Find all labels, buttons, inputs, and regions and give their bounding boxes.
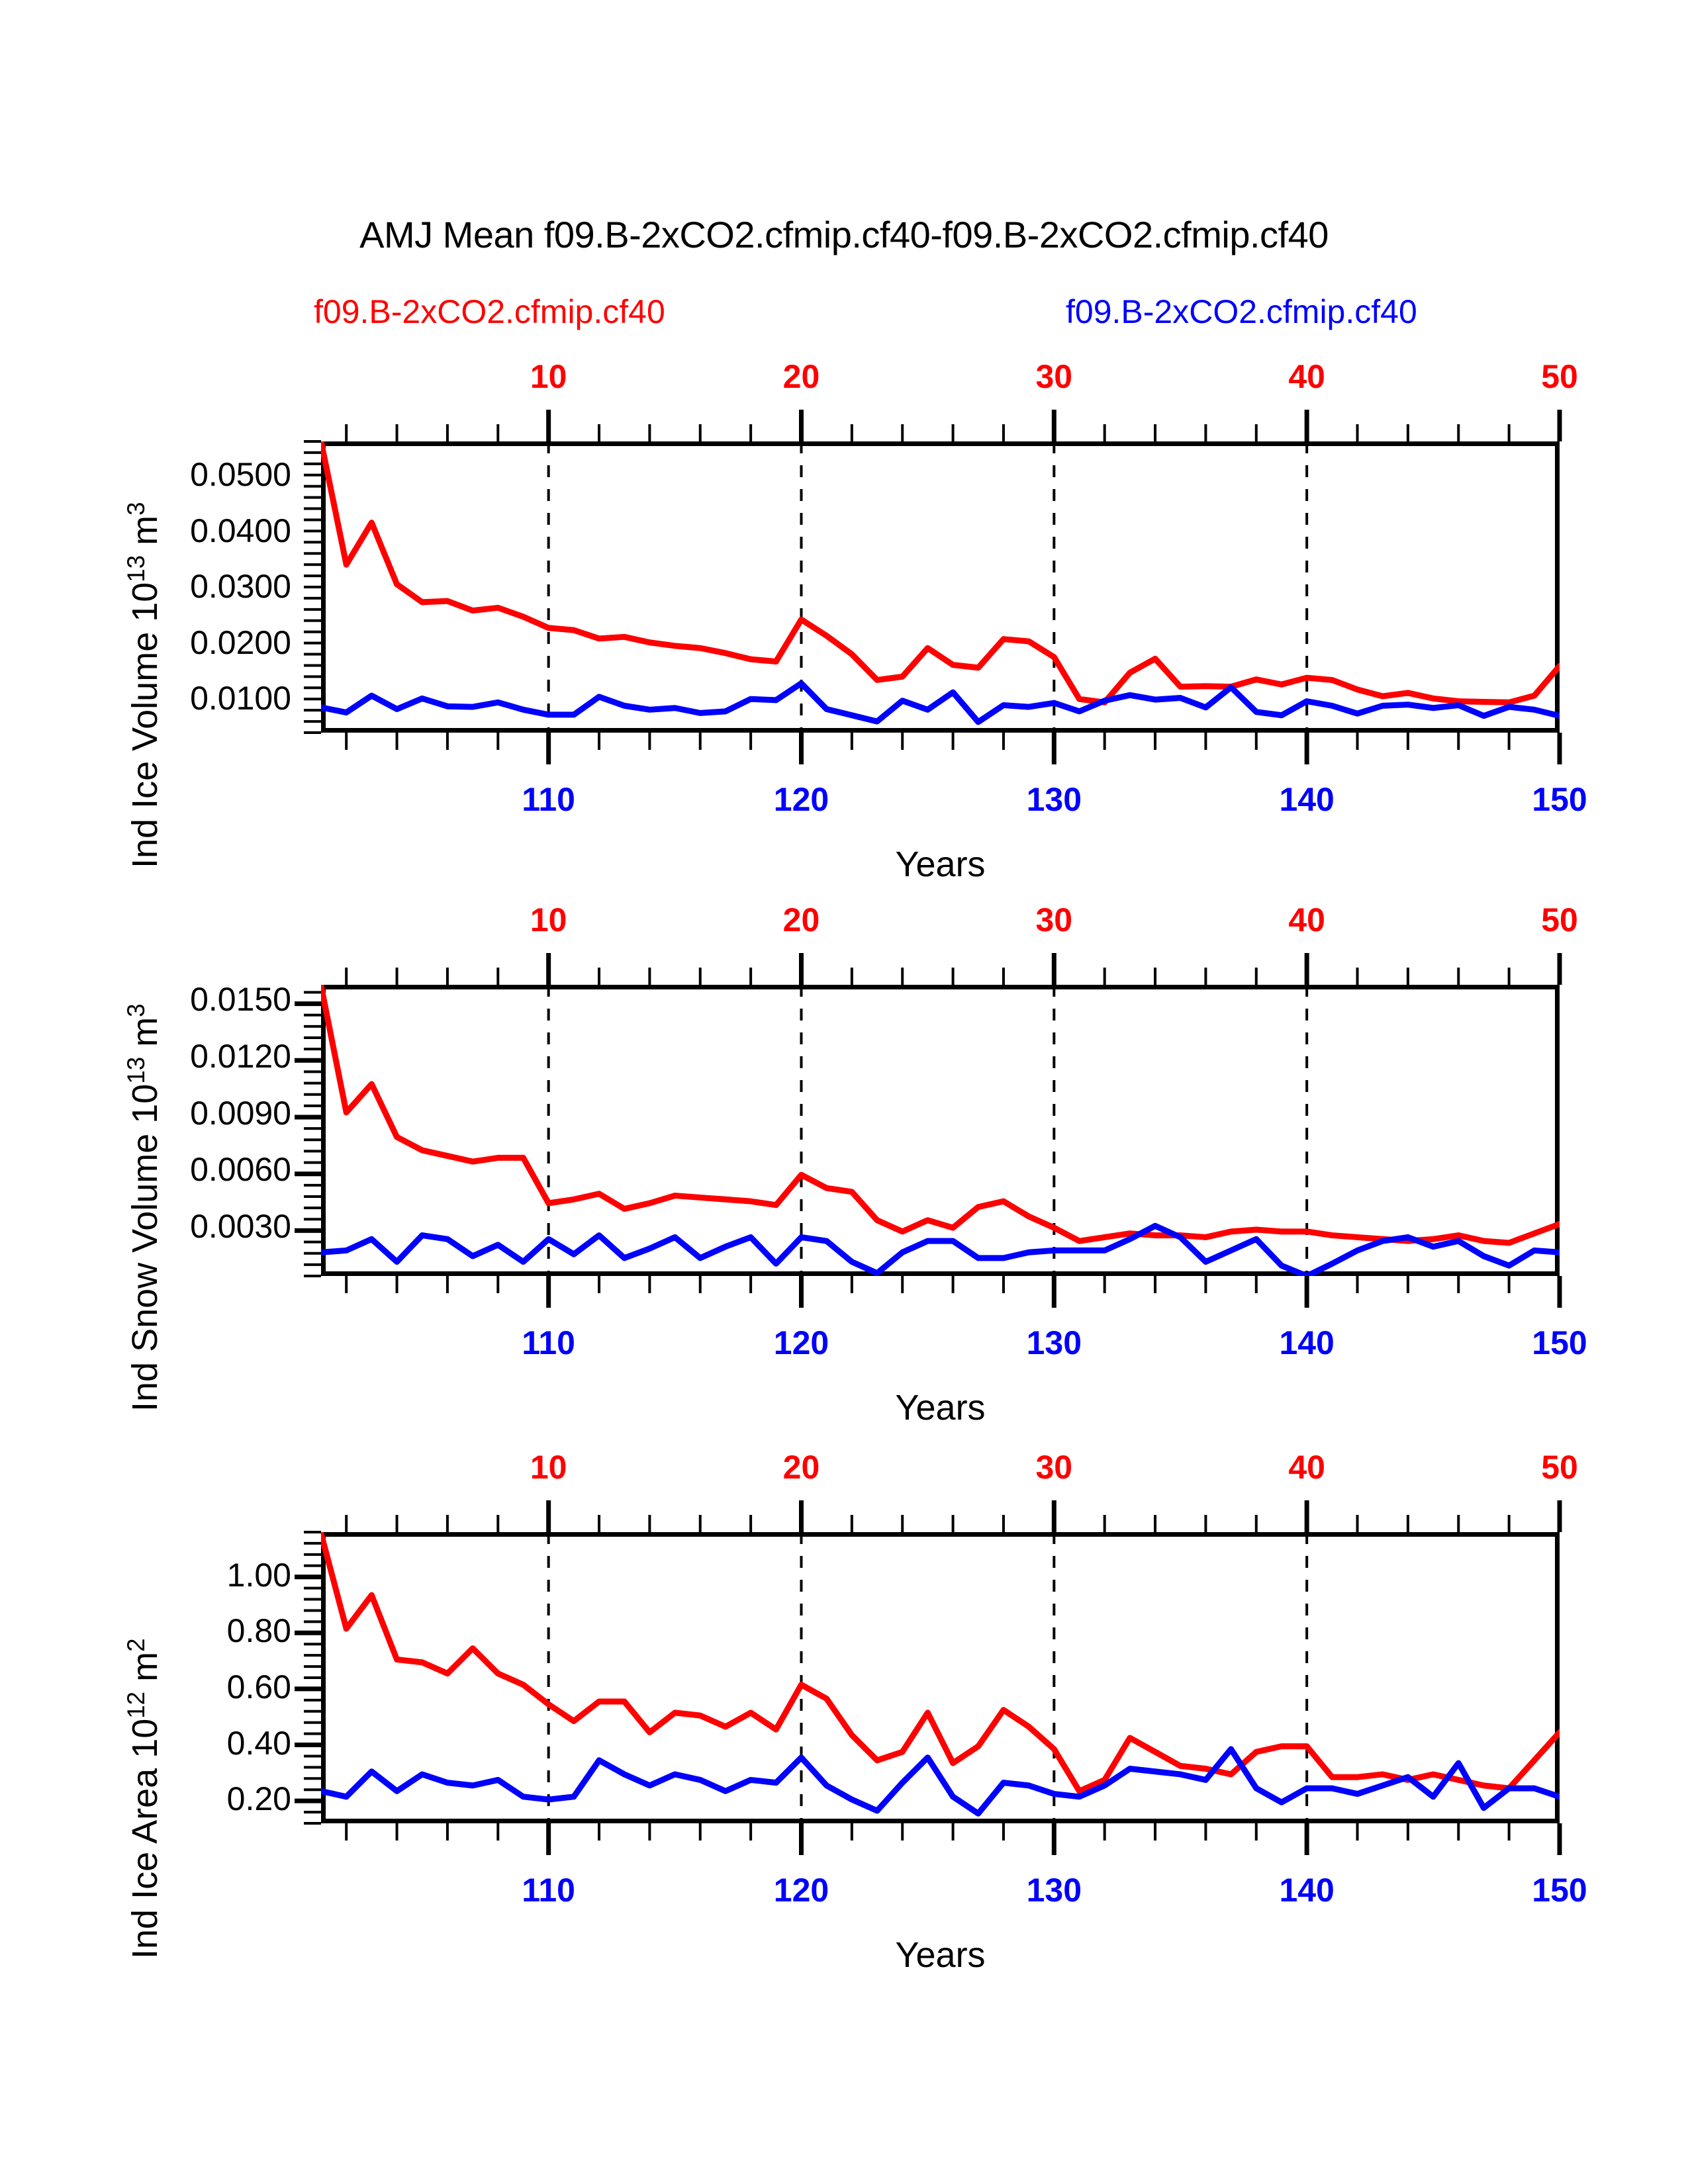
y-tick-label: 0.0100	[190, 680, 291, 717]
x-axis-title: Years	[895, 1388, 986, 1428]
legend-red-label: f09.B-2xCO2.cfmip.cf40	[314, 293, 665, 330]
x-bottom-tick-label: 140	[1279, 1324, 1335, 1361]
y-tick-label: 0.0120	[190, 1037, 291, 1075]
x-bottom-tick-label: 110	[522, 781, 575, 818]
y-tick-label: 0.0090	[190, 1094, 291, 1132]
x-top-tick-label: 50	[1541, 358, 1578, 395]
x-top-tick-label: 30	[1035, 358, 1073, 395]
x-top-tick-label: 20	[782, 1449, 820, 1486]
x-top-tick-label: 10	[530, 1449, 567, 1486]
x-top-tick-label: 10	[530, 901, 567, 938]
x-bottom-tick-label: 140	[1279, 1872, 1335, 1909]
y-tick-label: 0.0500	[190, 456, 291, 493]
y-tick-label: 0.0030	[190, 1208, 291, 1245]
y-tick-label: 1.00	[226, 1556, 291, 1594]
x-bottom-tick-label: 130	[1026, 1324, 1082, 1361]
x-top-tick-label: 40	[1288, 358, 1325, 395]
page-title: AMJ Mean f09.B-2xCO2.cfmip.cf40-f09.B-2x…	[359, 214, 1329, 255]
y-tick-label: 0.0150	[190, 981, 291, 1019]
y-tick-label: 0.0300	[190, 568, 291, 606]
y-tick-label: 0.80	[226, 1612, 291, 1650]
y-tick-label: 0.0400	[190, 512, 291, 549]
x-bottom-tick-label: 140	[1279, 781, 1335, 818]
x-axis-title: Years	[895, 1935, 986, 1975]
legend-blue-label: f09.B-2xCO2.cfmip.cf40	[1066, 293, 1417, 330]
x-bottom-tick-label: 150	[1532, 1324, 1587, 1361]
x-top-tick-label: 10	[530, 358, 567, 395]
plot-graphics	[295, 1492, 1586, 1863]
y-tick-label: 0.60	[226, 1668, 291, 1706]
y-tick-label: 0.40	[226, 1724, 291, 1762]
x-top-tick-label: 30	[1035, 901, 1073, 938]
y-tick-label: 0.20	[226, 1780, 291, 1818]
x-top-tick-label: 30	[1035, 1449, 1073, 1486]
x-top-tick-label: 20	[782, 901, 820, 938]
plot-graphics	[295, 402, 1586, 772]
x-top-tick-label: 40	[1288, 1449, 1325, 1486]
x-bottom-tick-label: 110	[522, 1324, 575, 1361]
x-top-tick-label: 40	[1288, 901, 1325, 938]
plot-frame	[321, 985, 1560, 1276]
x-bottom-tick-label: 150	[1532, 781, 1587, 818]
x-bottom-tick-label: 130	[1026, 781, 1082, 818]
plot-frame	[321, 441, 1560, 733]
x-bottom-tick-label: 120	[773, 781, 829, 818]
x-top-tick-label: 20	[782, 358, 820, 395]
x-axis-title: Years	[895, 844, 986, 884]
x-top-tick-label: 50	[1541, 1449, 1578, 1486]
x-bottom-tick-label: 120	[773, 1324, 829, 1361]
y-tick-label: 0.0200	[190, 623, 291, 661]
x-bottom-tick-label: 150	[1532, 1872, 1587, 1909]
x-top-tick-label: 50	[1541, 901, 1578, 938]
x-bottom-tick-label: 110	[522, 1872, 575, 1909]
x-bottom-tick-label: 120	[773, 1872, 829, 1909]
x-bottom-tick-label: 130	[1026, 1872, 1082, 1909]
y-tick-label: 0.0060	[190, 1151, 291, 1189]
plot-graphics	[295, 945, 1586, 1316]
